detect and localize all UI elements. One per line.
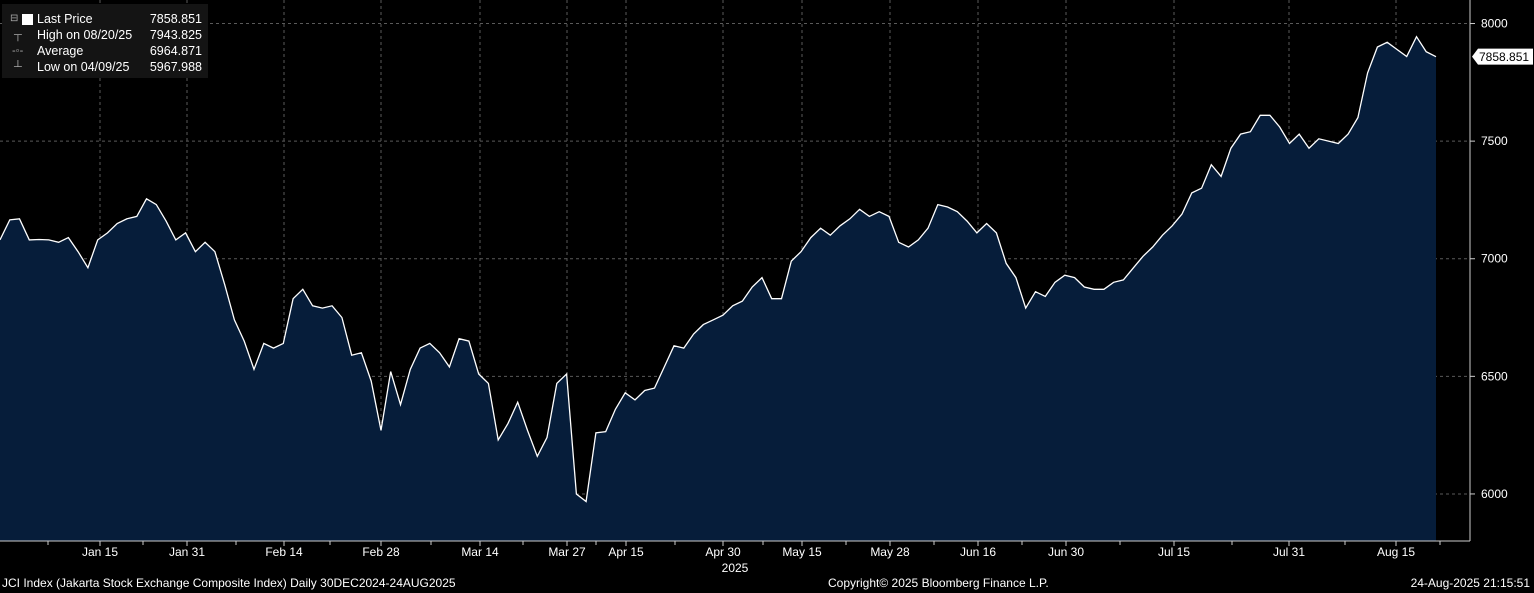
x-tick-label: Feb 14 (265, 545, 303, 559)
price-line (0, 35, 1437, 503)
x-tick-label: Jan 31 (169, 545, 205, 559)
footer-timestamp: 24-Aug-2025 21:15:51 (1410, 576, 1530, 590)
x-tick-label: Mar 27 (548, 545, 586, 559)
legend-row-high: ┬ High on 08/20/25 7943.825 (2, 27, 208, 43)
footer-copyright: Copyright© 2025 Bloomberg Finance L.P. (828, 576, 1049, 590)
legend-value: 7858.851 (149, 12, 202, 26)
average-line-icon: -◦- (12, 45, 24, 57)
legend-label: Last Price (37, 12, 93, 26)
axis-labels: 6000 6500 7000 7500 8000 Jan 15 Jan 31 Feb 14 Fe… (82, 17, 1533, 575)
x-tick-label: Aug 15 (1377, 545, 1415, 559)
chart-legend: ⊟ Last Price 7858.851 ┬ High on 08/20/25… (2, 4, 208, 78)
x-tick-label: Jun 16 (960, 545, 996, 559)
last-price-tag (1472, 48, 1533, 65)
x-tick-label: Jul 31 (1273, 545, 1305, 559)
y-tick-label: 7000 (1481, 252, 1508, 266)
x-tick-label: Feb 28 (362, 545, 400, 559)
legend-value: 6964.871 (149, 44, 202, 58)
collapse-icon[interactable]: ⊟ (10, 13, 19, 24)
y-tick-label: 6500 (1481, 369, 1508, 383)
square-swatch-icon (22, 14, 33, 25)
year-label: 2025 (722, 561, 749, 575)
legend-value: 7943.825 (149, 28, 202, 42)
x-tick-label: Mar 14 (461, 545, 499, 559)
y-tick-label: 7500 (1481, 134, 1508, 148)
legend-row-low: ┴ Low on 04/09/25 5967.988 (2, 59, 208, 75)
legend-label: High on 08/20/25 (37, 28, 133, 42)
x-tick-label: Jun 30 (1048, 545, 1084, 559)
legend-row-last-price: ⊟ Last Price 7858.851 (2, 11, 208, 27)
x-tick-label: May 28 (870, 545, 910, 559)
y-tick-label: 6000 (1481, 487, 1508, 501)
high-marker-icon: ┬ (14, 29, 22, 41)
legend-value: 5967.988 (149, 60, 202, 74)
x-tick-label: Jan 15 (82, 545, 118, 559)
last-price-tag-label: 7858.851 (1479, 50, 1529, 64)
footer-index-description: JCI Index (Jakarta Stock Exchange Compos… (2, 576, 456, 590)
x-tick-label: Apr 15 (608, 545, 644, 559)
legend-row-average: -◦- Average 6964.871 (2, 43, 208, 59)
x-tick-label: Jul 15 (1158, 545, 1190, 559)
x-tick-label: Apr 30 (705, 545, 741, 559)
price-area-fill (0, 36, 1436, 541)
legend-label: Low on 04/09/25 (37, 60, 130, 74)
x-tick-label: May 15 (782, 545, 822, 559)
legend-label: Average (37, 44, 84, 58)
price-chart: 6000 6500 7000 7500 8000 Jan 15 Jan 31 Feb 14 Fe… (0, 0, 1533, 575)
low-marker-icon: ┴ (14, 61, 22, 73)
y-tick-label: 8000 (1481, 17, 1508, 31)
chart-axes (0, 0, 1475, 546)
